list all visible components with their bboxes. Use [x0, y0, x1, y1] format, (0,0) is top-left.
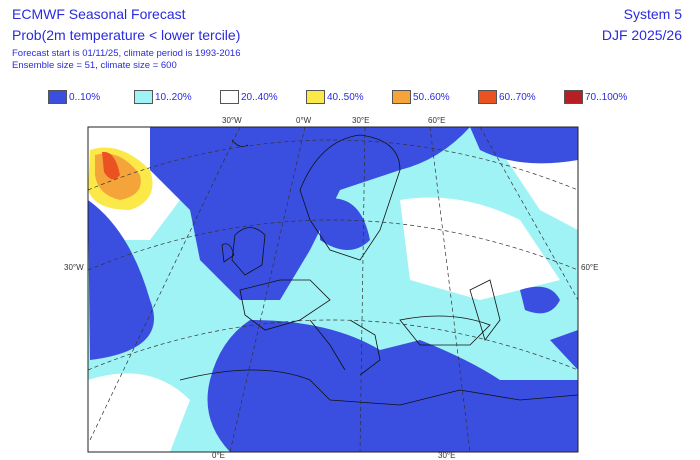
legend-item: 20..40%	[220, 90, 306, 104]
legend-item: 40..50%	[306, 90, 392, 104]
legend-label: 50..60%	[413, 91, 450, 103]
lon-label-bottom: 0°E	[212, 451, 225, 460]
lon-label-top: 30°E	[352, 116, 370, 125]
season-label: DJF 2025/26	[601, 27, 682, 43]
system-label: System 5	[623, 6, 682, 22]
legend-item: 60..70%	[478, 90, 564, 104]
white-region	[88, 373, 190, 452]
legend-item: 10..20%	[134, 90, 220, 104]
forecast-info: Forecast start is 01/11/25, climate peri…	[12, 48, 241, 59]
lon-label-bottom: 30°E	[438, 451, 456, 460]
blue-region	[470, 127, 578, 164]
legend-item: 0..10%	[48, 90, 134, 104]
lat-label-left: 30°W	[64, 263, 84, 272]
ensemble-info: Ensemble size = 51, climate size = 600	[12, 60, 177, 71]
map-frame	[87, 126, 579, 453]
lon-label-top: 60°E	[428, 116, 446, 125]
legend-label: 60..70%	[499, 91, 536, 103]
red-region	[102, 151, 120, 180]
legend-label: 0..10%	[69, 91, 101, 103]
legend-label: 40..50%	[327, 91, 364, 103]
legend-swatch	[306, 90, 325, 104]
lon-label-top: 30°W	[222, 116, 242, 125]
blue-region	[150, 127, 470, 300]
white-region	[400, 197, 560, 300]
legend-swatch	[564, 90, 583, 104]
legend-item: 50..60%	[392, 90, 478, 104]
blue-region	[520, 286, 560, 314]
lon-label-top: 0°W	[296, 116, 312, 125]
legend-swatch	[392, 90, 411, 104]
legend-label: 70..100%	[585, 91, 628, 103]
legend-swatch	[48, 90, 67, 104]
blue-region	[550, 330, 578, 370]
legend-item: 70..100%	[564, 90, 650, 104]
blue-region	[88, 200, 154, 360]
legend-swatch	[134, 90, 153, 104]
legend-swatch	[478, 90, 497, 104]
graticule	[88, 127, 578, 452]
legend-label: 20..40%	[241, 91, 278, 103]
blue-region	[320, 198, 370, 250]
lat-label-right: 60°E	[581, 263, 599, 272]
chart-subtitle: Prob(2m temperature < lower tercile)	[12, 27, 241, 43]
legend-label: 10..20%	[155, 91, 192, 103]
blue-region	[207, 320, 578, 452]
legend-swatch	[220, 90, 239, 104]
chart-title: ECMWF Seasonal Forecast	[12, 6, 186, 22]
legend: 0..10% 10..20% 20..40% 40..50% 50..60% 6…	[48, 90, 650, 104]
coastlines	[179, 134, 578, 406]
